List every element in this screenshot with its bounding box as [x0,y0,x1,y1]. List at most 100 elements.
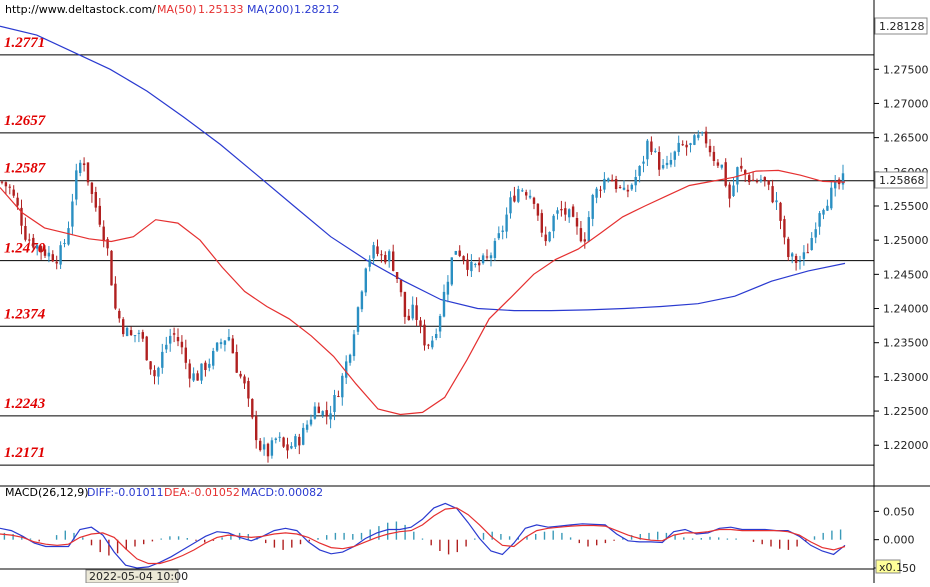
candle-body [720,164,723,168]
candle-body [36,245,39,249]
candle-body [67,228,70,245]
price-tick-label: 1.25500 [883,200,929,213]
candle-body [298,436,301,446]
candle-body [51,254,54,262]
candle-body [125,327,129,337]
candle-body [384,255,387,263]
candle-body [325,410,328,417]
candle-body [4,182,8,187]
macd-tick-label: 0.050 [883,505,915,518]
candle-body [540,213,543,233]
candle-body [102,226,105,242]
candle-body [536,203,540,216]
candle-body [751,179,755,181]
candle-body [286,444,289,451]
candle-body [82,163,86,165]
level-label: 1.2587 [4,161,46,177]
candle-body [779,202,782,221]
candle-body [415,305,418,320]
candle-body [802,252,806,259]
candle-body [595,188,598,198]
candle-body [55,261,58,264]
candle-body [141,332,144,339]
candle-body [481,255,485,264]
candle-body [313,406,317,419]
ma50-value: 1.25133 [198,3,244,16]
site-url[interactable]: http://www.deltastock.com/ [5,3,156,16]
candle-body [466,259,469,270]
candle-body [685,144,688,148]
candle-body [215,342,219,351]
candle-body [579,228,583,242]
scale-box[interactable] [875,559,901,574]
level-label: 1.2243 [4,396,46,412]
candle-body [274,438,277,440]
candle-body [634,177,637,186]
candle-body [474,264,477,265]
candle-body [262,444,266,450]
macd-tick-label: 0.000 [883,534,915,547]
candle-body [419,320,422,327]
candle-body [356,307,360,332]
candle-body [442,291,446,317]
candle-body [755,180,759,183]
scale-box-label: x0.1 [879,561,903,574]
top-price-label: 1.28128 [879,20,925,33]
candle-body [106,239,109,249]
price-tick-label: 1.23500 [883,337,929,350]
candle-body [200,363,203,381]
candle-body [63,243,66,244]
candle-body [462,256,465,260]
candle-body [266,443,270,457]
candle-body [352,334,356,357]
candle-body [98,205,101,225]
candle-body [337,396,340,397]
candle-body [501,230,504,232]
candle-body [689,143,692,145]
candle-body [505,214,508,232]
candle-body [348,354,352,363]
candle-body [28,239,31,241]
candle-body [681,144,684,146]
candle-body [701,132,704,134]
candle-body [798,261,802,262]
candle-body [763,177,766,181]
candle-body [548,232,551,242]
candle-body [259,440,262,451]
candle-body [133,335,137,337]
candle-body [654,150,657,152]
candle-body [806,252,809,254]
candle-body [172,333,176,335]
candle-body [196,373,199,381]
candle-body [552,215,555,232]
candle-body [470,262,473,272]
price-tick-label: 1.25000 [883,234,929,247]
candle-body [16,197,19,206]
candle-body [321,411,324,416]
candle-body [732,185,735,196]
candle-body [497,233,500,239]
candle-body [227,337,231,341]
candle-body [826,205,829,211]
candle-body [814,229,817,238]
time-cursor-label: 2022-05-04 10:00 [89,570,188,583]
candle-body [571,206,575,217]
ma50-label: MA(50) [157,3,197,16]
candle-body [611,179,614,182]
price-tick-label: 1.23000 [883,371,929,384]
price-tick-label: 1.27000 [883,97,929,110]
candle-body [364,268,367,293]
candle-body [693,135,696,145]
candle-body [673,151,676,160]
candle-body [834,181,837,189]
candle-body [669,160,673,165]
macd-tick-label: 50 [902,562,916,575]
candle-body [75,170,78,200]
candle-body [149,361,152,370]
candle-body [783,219,786,238]
candle-body [309,419,313,425]
candle-body [305,424,309,430]
candle-body [24,226,27,240]
